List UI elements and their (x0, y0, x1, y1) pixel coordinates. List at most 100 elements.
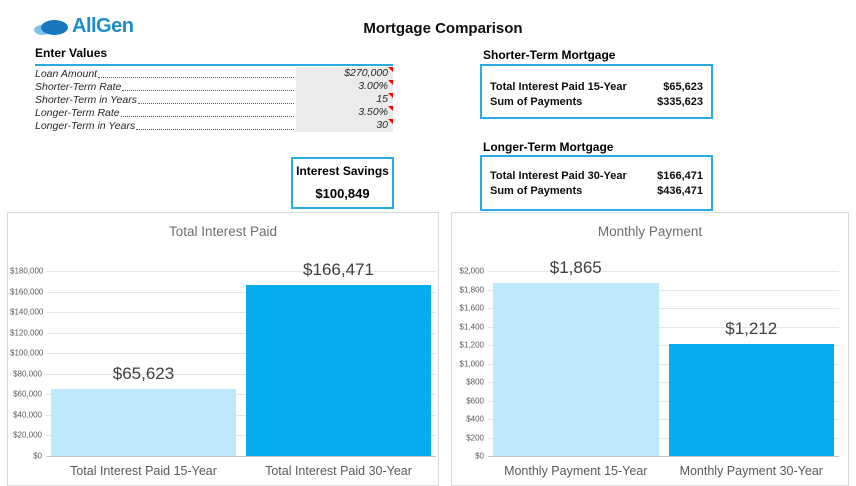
enter-values-input-cell[interactable]: $270,000 (296, 67, 393, 80)
comment-marker-icon (388, 93, 393, 98)
interest-savings-value: $100,849 (315, 186, 370, 201)
logo-text: AllGen (72, 15, 134, 37)
y-axis-tick-label: $0 (475, 451, 484, 461)
dotted-leader (136, 122, 294, 130)
shorter-term-row: Total Interest Paid 15-Year $65,623 (490, 80, 703, 95)
dotted-leader (137, 96, 294, 104)
enter-values-row-label: Shorter-Term in Years (35, 93, 137, 106)
chart-gridline (46, 353, 436, 355)
y-axis-tick-label: $60,000 (13, 389, 42, 399)
enter-values-table: Loan Amount $270,000 Shorter-Term Rate 3.00… (35, 64, 393, 132)
x-axis-line (46, 456, 436, 457)
chart-panel-total-interest-paid: Total Interest Paid $0 $20,000 $40,000 $60,0… (7, 212, 439, 486)
comment-marker-icon (388, 106, 393, 111)
info-row-value: $436,471 (657, 185, 703, 197)
chart-gridline (488, 345, 839, 346)
enter-values-input-cell[interactable]: 3.00% (296, 80, 393, 93)
chart-gridline (46, 435, 436, 437)
enter-values-input-cell[interactable]: 3.50% (296, 106, 393, 119)
cloud-icon-dark-part (41, 20, 68, 35)
chart-gridline (46, 291, 436, 293)
chart-gridline (488, 400, 839, 402)
chart-bar (246, 284, 431, 456)
y-axis-tick-label: $120,000 (10, 328, 44, 338)
y-axis-tick-label: $40,000 (13, 410, 42, 420)
allgen-logo: AllGen (34, 15, 134, 38)
y-axis-tick-label: $100,000 (10, 348, 44, 358)
y-axis-tick-label: $600 (466, 396, 484, 405)
y-axis-tick-label: $140,000 (10, 307, 44, 317)
comment-marker-icon (388, 80, 393, 85)
y-axis-tick-label: $1,200 (459, 340, 484, 350)
enter-values-row-label: Loan Amount (35, 67, 98, 80)
enter-values-section: Enter Values Loan Amount $270,000 Shorter-… (35, 46, 393, 132)
info-row-value: $335,623 (657, 96, 703, 108)
chart-gridline (488, 271, 839, 272)
interest-savings-box: Interest Savings $100,849 (291, 157, 394, 209)
chart-gridline (46, 312, 436, 314)
dotted-leader (122, 83, 294, 91)
chart-gridline (488, 289, 839, 291)
chart-data-label: $65,623 (112, 363, 175, 383)
y-axis-tick-label: $1,400 (459, 322, 484, 331)
longer-term-row: Sum of Payments $436,471 (490, 184, 703, 199)
info-row-label: Sum of Payments (490, 185, 583, 197)
chart-gridline (46, 414, 436, 416)
enter-values-title: Enter Values (35, 46, 108, 60)
longer-term-row: Total Interest Paid 30-Year $166,471 (490, 169, 703, 184)
x-axis-line (488, 456, 839, 457)
chart-gridline (46, 373, 436, 375)
chart-title: Total Interest Paid (168, 224, 278, 239)
y-axis-tick-label: $200 (466, 433, 484, 442)
y-axis-tick-label: $160,000 (10, 287, 44, 297)
enter-values-row: Longer-Term Rate 3.50% (35, 106, 393, 119)
longer-term-box: Total Interest Paid 30-Year $166,471 Sum o… (480, 155, 713, 211)
chart-bar (668, 343, 834, 456)
y-axis-tick-label: $400 (466, 414, 484, 424)
chart-gridline (46, 394, 436, 396)
info-row-value: $166,471 (657, 170, 703, 182)
dotted-leader (120, 109, 294, 117)
enter-values-row: Shorter-Term in Years 15 (35, 93, 393, 106)
x-axis-category-label: Monthly Payment 30-Year (679, 464, 823, 478)
enter-values-row: Loan Amount $270,000 (35, 67, 393, 80)
shorter-term-title: Shorter-Term Mortgage (483, 48, 616, 62)
y-axis-tick-label: $80,000 (13, 369, 42, 379)
enter-values-row: Longer-Term in Years 30 (35, 119, 393, 132)
page-title: Mortgage Comparison (363, 20, 523, 37)
enter-values-row-label: Shorter-Term Rate (35, 80, 122, 93)
chart-gridline (488, 308, 839, 309)
y-axis-tick-label: $1,800 (459, 285, 484, 294)
chart-gridline (488, 363, 839, 365)
y-axis-tick-label: $20,000 (13, 430, 42, 440)
x-axis-category-label: Total Interest Paid 30-Year (265, 464, 412, 478)
y-axis-tick-label: $180,000 (10, 266, 44, 276)
info-row-value: $65,623 (663, 81, 703, 93)
chart-gridline (488, 382, 839, 383)
comment-marker-icon (388, 67, 393, 72)
info-row-label: Sum of Payments (490, 96, 583, 108)
shorter-term-row: Sum of Payments $335,623 (490, 95, 703, 110)
enter-values-input-cell[interactable]: 15 (296, 93, 393, 106)
enter-values-row-label: Longer-Term Rate (35, 106, 120, 119)
shorter-term-box: Total Interest Paid 15-Year $65,623 Sum of… (480, 64, 713, 119)
chart-data-label: $1,865 (549, 258, 602, 278)
comment-marker-icon (388, 119, 393, 124)
chart-gridline (488, 419, 839, 420)
info-row-label: Total Interest Paid 15-Year (490, 81, 627, 93)
chart-data-label: $166,471 (303, 259, 374, 279)
enter-values-input-cell[interactable]: 30 (296, 119, 393, 132)
y-axis-tick-label: $800 (466, 377, 484, 387)
chart-gridline (488, 326, 839, 328)
chart-gridline (46, 332, 436, 334)
y-axis-tick-label: $1,600 (459, 303, 484, 313)
chart-data-label: $1,212 (725, 318, 778, 338)
y-axis-tick-label: $2,000 (459, 266, 484, 276)
cloud-icon (34, 15, 69, 38)
chart-bar (51, 388, 236, 456)
y-axis-tick-label: $0 (33, 451, 42, 461)
chart-bar (493, 283, 659, 456)
longer-term-title: Longer-Term Mortgage (483, 140, 614, 154)
chart-gridline (46, 271, 436, 272)
